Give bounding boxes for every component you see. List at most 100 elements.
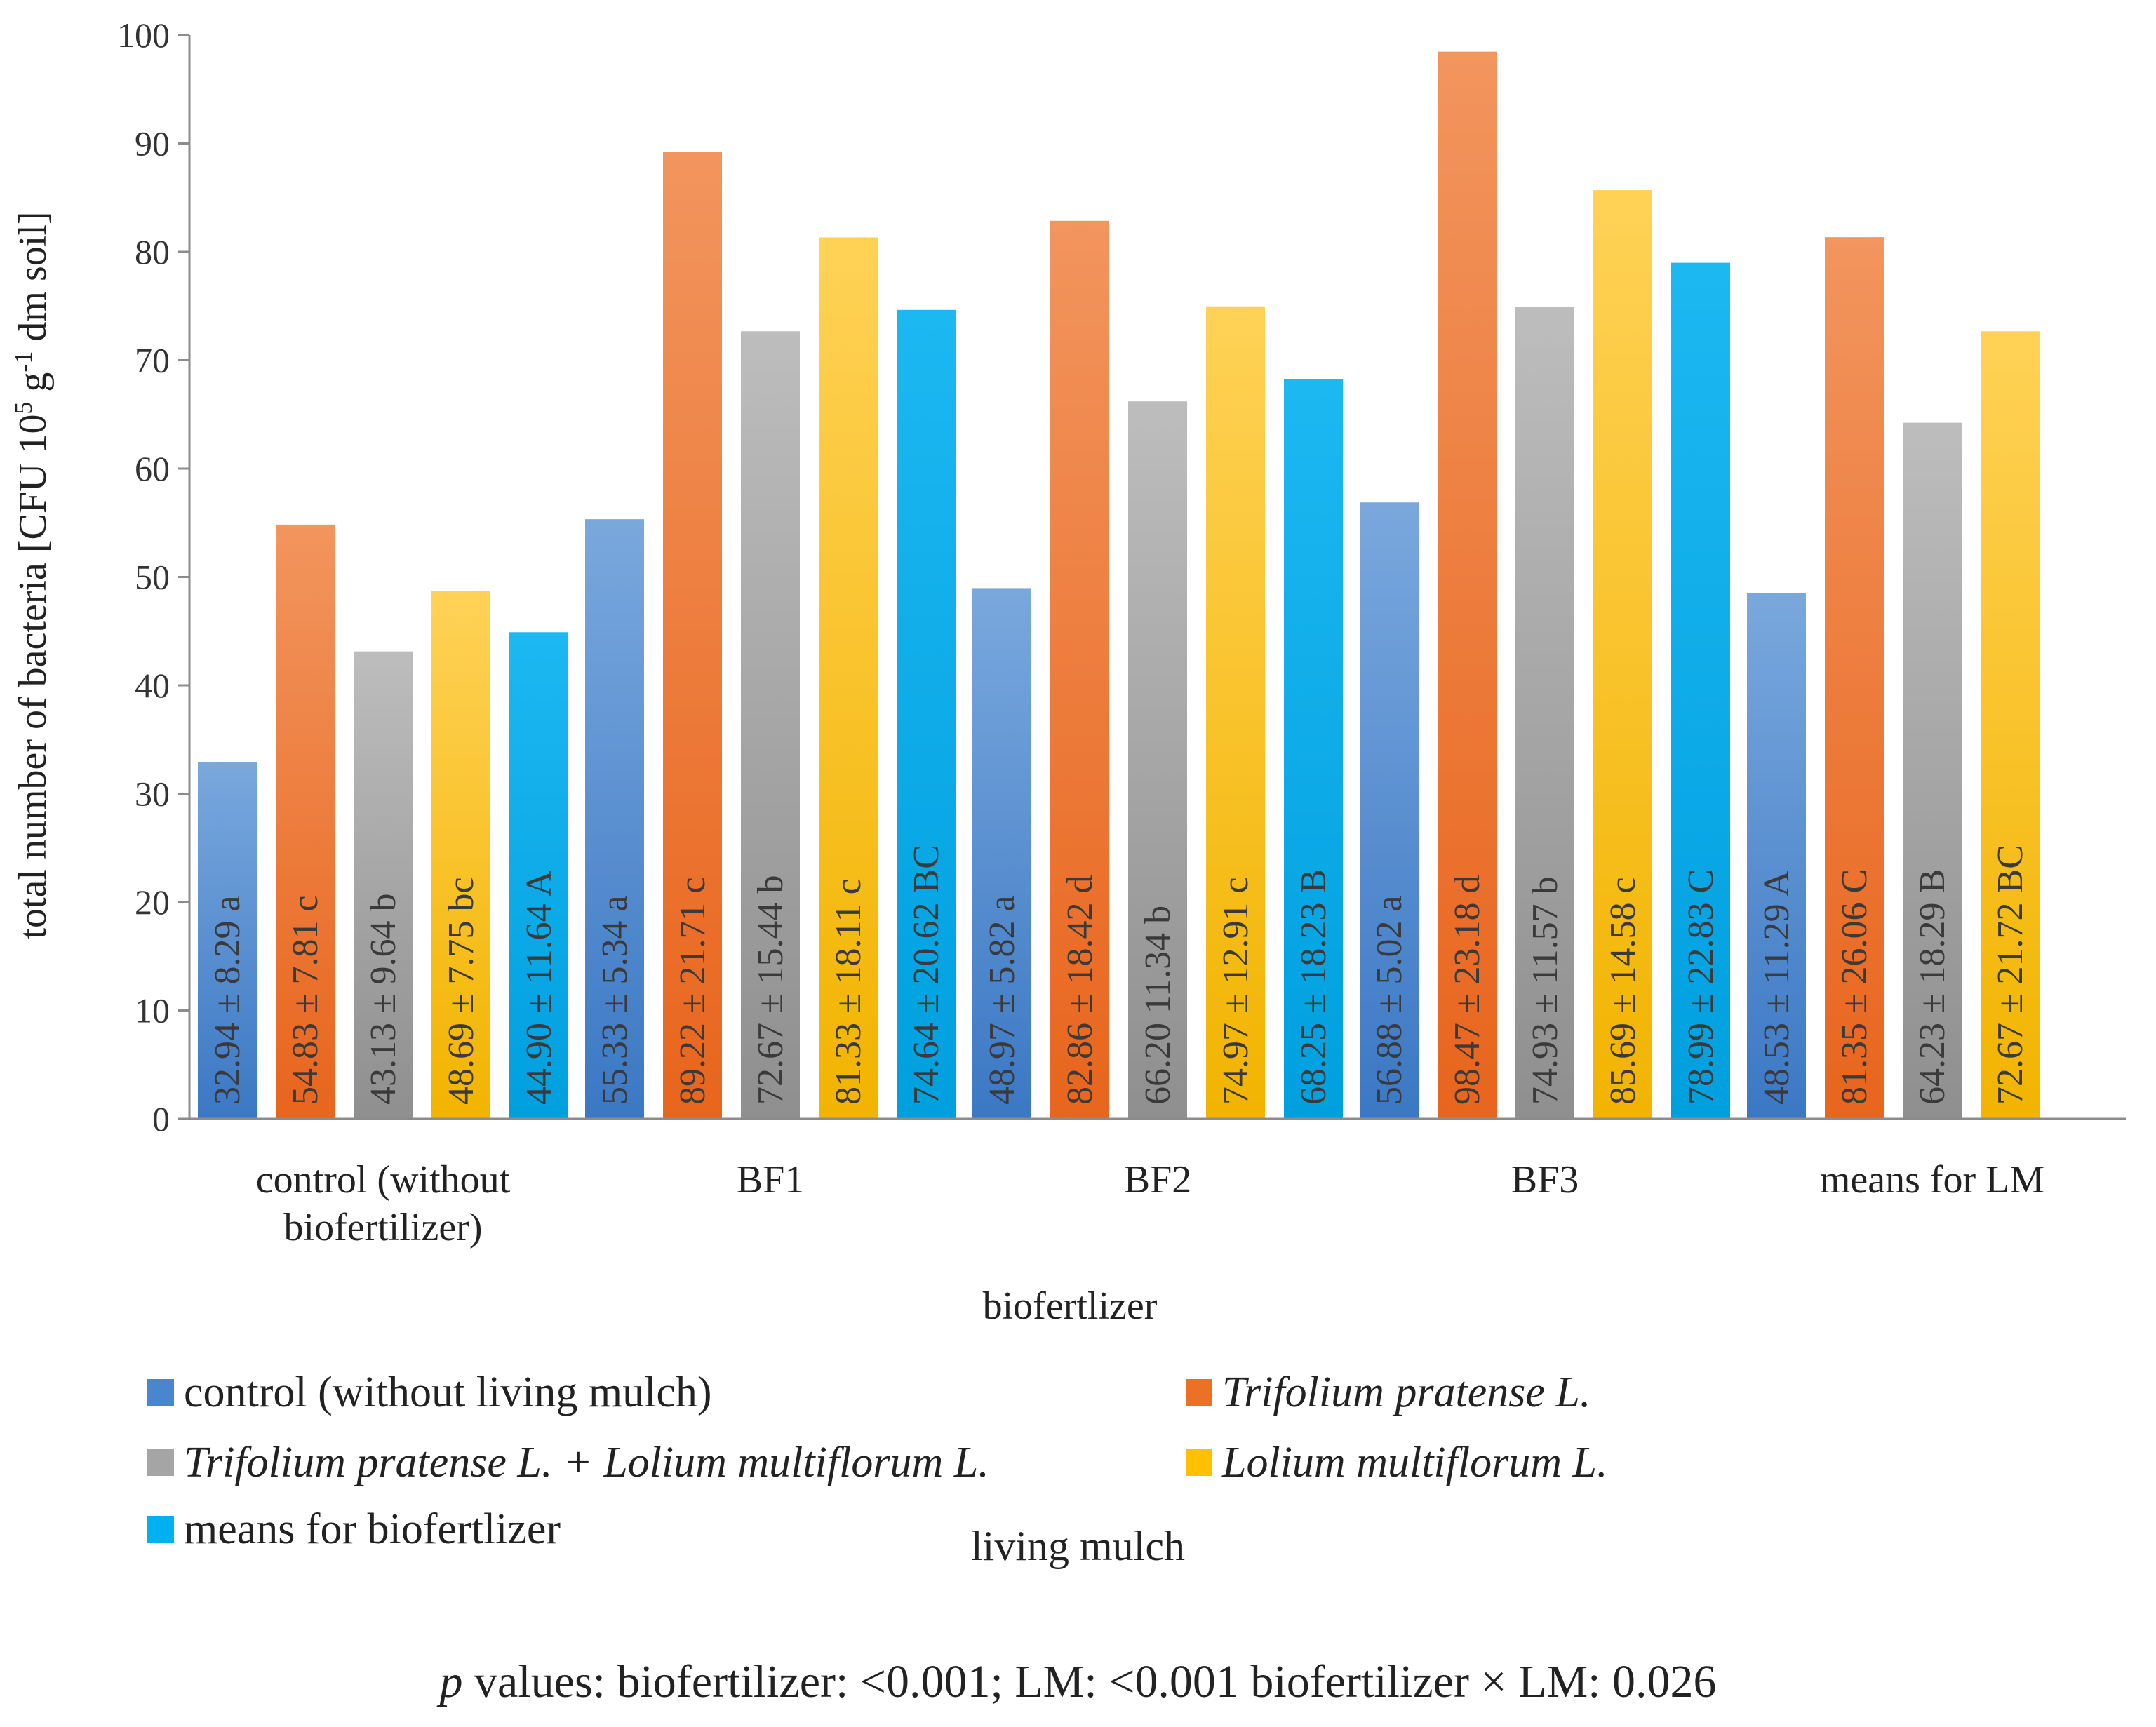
bar-value-label: 56.88 ± 5.02 a xyxy=(1370,895,1410,1105)
bar xyxy=(1050,220,1109,1119)
bar xyxy=(1671,262,1730,1119)
bar-value-label: 74.64 ± 20.62 BC xyxy=(906,845,946,1105)
x-category-label: BF3 xyxy=(1511,1158,1579,1202)
y-tick-label: 20 xyxy=(135,882,170,922)
bar-value-label: 54.83 ± 7.81 c xyxy=(286,895,326,1105)
legend-label: Lolium multiflorum L. xyxy=(1222,1438,1608,1486)
x-category-line: control (without xyxy=(256,1158,511,1202)
legend-swatch xyxy=(1186,1449,1212,1476)
bar-value-label: 64.23 ± 18.29 B xyxy=(1913,869,1953,1105)
bar xyxy=(1593,190,1652,1120)
legend: control (without living mulch) Trifolium… xyxy=(0,1350,2156,1617)
y-tick-label: 50 xyxy=(135,558,170,597)
bar-value-label: 81.35 ± 26.06 C xyxy=(1835,869,1875,1105)
bar-value-label: 98.47 ± 23.18 d xyxy=(1447,875,1487,1105)
y-tick-label: 60 xyxy=(135,449,170,488)
bar-value-label: 68.25 ± 18.23 B xyxy=(1294,869,1334,1105)
bar-value-label: 85.69 ± 14.58 c xyxy=(1603,877,1643,1105)
bar-value-label: 48.69 ± 7.75 bc xyxy=(441,877,481,1105)
legend-item-lolium: Lolium multiflorum L. xyxy=(1186,1434,1608,1491)
bar xyxy=(1128,401,1187,1119)
y-tick-label: 30 xyxy=(135,774,170,814)
bar xyxy=(198,762,257,1119)
y-axis-title-part: dm soil] xyxy=(11,211,55,351)
x-axis-title: biofertlizer xyxy=(983,1284,1158,1328)
x-category-label: control (without biofertilizer) xyxy=(256,1158,511,1249)
bar xyxy=(1438,51,1497,1119)
p-values-text: values: biofertilizer: <0.001; LM: <0.00… xyxy=(462,1656,1717,1707)
legend-item-control: control (without living mulch) xyxy=(147,1364,712,1420)
y-tick-label: 10 xyxy=(135,991,170,1030)
bar xyxy=(585,519,644,1119)
y-tick-label: 80 xyxy=(135,232,170,271)
bar xyxy=(276,524,335,1119)
bar xyxy=(509,632,568,1119)
legend-item-means: means for biofertlizer xyxy=(147,1501,561,1557)
bar xyxy=(1515,307,1574,1119)
bar-value-label: 72.67 ± 15.44 b xyxy=(751,875,791,1105)
bar-value-label: 48.53 ± 11.29 A xyxy=(1757,870,1797,1105)
legend-item-trifolium: Trifolium pratense L. xyxy=(1186,1364,1591,1420)
y-tick-label: 70 xyxy=(135,341,170,380)
y-tick-label: 40 xyxy=(135,666,170,705)
legend-label: Trifolium pratense L. xyxy=(1222,1368,1591,1416)
bar xyxy=(431,591,490,1119)
x-category-line: BF2 xyxy=(1124,1158,1192,1202)
y-axis-title-sup: 5 xyxy=(9,402,37,415)
y-axis: 0 10 20 30 40 50 60 70 80 90 100 xyxy=(117,15,189,1138)
bar xyxy=(897,309,956,1119)
x-category-line: BF1 xyxy=(737,1158,805,1202)
legend-swatch xyxy=(147,1516,174,1543)
svg-text:total number of bacteria [CFU: total number of bacteria [CFU 105 g-1 dm… xyxy=(9,211,55,939)
bar-value-label: 55.33 ± 5.34 a xyxy=(595,895,635,1105)
bar xyxy=(819,237,878,1119)
y-axis-title: total number of bacteria [CFU 105 g-1 dm… xyxy=(9,211,55,939)
legend-swatch xyxy=(147,1379,174,1406)
x-category-line: BF3 xyxy=(1511,1158,1579,1202)
bar-value-label: 72.67 ± 21.72 BC xyxy=(1990,845,2030,1105)
y-tick-label: 100 xyxy=(117,15,170,55)
bar xyxy=(741,331,800,1119)
x-category-line: biofertilizer) xyxy=(284,1206,483,1249)
p-values-footer: p values: biofertilizer: <0.001; LM: <0.… xyxy=(0,1655,2156,1709)
legend-label: means for biofertlizer xyxy=(184,1505,561,1553)
bar-value-label: 32.94 ± 8.29 a xyxy=(208,895,248,1105)
x-category-line: means for LM xyxy=(1820,1158,2044,1202)
legend-title: living mulch xyxy=(971,1523,1185,1569)
bar-value-label: 89.22 ± 21.71 c xyxy=(673,877,713,1105)
y-axis-title-part: g xyxy=(11,372,55,402)
bar xyxy=(1206,306,1265,1119)
bar xyxy=(354,651,413,1119)
x-axis-categories: control (without biofertilizer) BF1 BF2 BF3 m… xyxy=(256,1158,2044,1249)
bar-value-label: 74.97 ± 12.91 c xyxy=(1216,877,1256,1105)
bar-value-label: 81.33 ± 18.11 c xyxy=(829,878,869,1105)
y-tick-label: 90 xyxy=(135,124,170,163)
bar-value-label: 82.86 ± 18.42 d xyxy=(1060,875,1100,1105)
bar xyxy=(972,588,1031,1119)
bar-value-label: 43.13 ± 9.64 b xyxy=(363,893,403,1105)
y-axis-title-part: total number of bacteria [CFU 10 xyxy=(11,415,55,939)
bar xyxy=(1360,502,1419,1119)
y-tick-label: 0 xyxy=(152,1099,170,1138)
bars xyxy=(198,51,2040,1120)
bar-value-label: 66.20 11.34 b xyxy=(1138,906,1178,1105)
bar xyxy=(1747,593,1806,1119)
bar xyxy=(1825,237,1884,1120)
y-axis-title-sup: -1 xyxy=(9,351,37,372)
legend-swatch xyxy=(147,1449,174,1476)
bar xyxy=(1981,331,2040,1119)
legend-label: control (without living mulch) xyxy=(184,1368,712,1416)
legend-item-mixture: Trifolium pratense L. + Lolium multiflor… xyxy=(147,1434,989,1491)
bar xyxy=(1903,422,1962,1119)
bar-labels: 32.94 ± 8.29 a 54.83 ± 7.81 c 43.13 ± 9.64… xyxy=(208,845,2030,1105)
bar xyxy=(1284,379,1343,1119)
bar-value-label: 78.99 ± 22.83 C xyxy=(1681,869,1721,1105)
legend-swatch xyxy=(1186,1379,1212,1406)
legend-label: Trifolium pratense L. + Lolium multiflor… xyxy=(184,1438,989,1486)
x-category-label: BF1 xyxy=(737,1158,805,1202)
bar xyxy=(663,152,722,1119)
bar-chart: total number of bacteria [CFU 105 g-1 dm… xyxy=(9,15,2126,1328)
p-symbol: p xyxy=(439,1656,463,1707)
bar-value-label: 48.97 ± 5.82 a xyxy=(982,895,1022,1105)
x-category-label: BF2 xyxy=(1124,1158,1192,1202)
